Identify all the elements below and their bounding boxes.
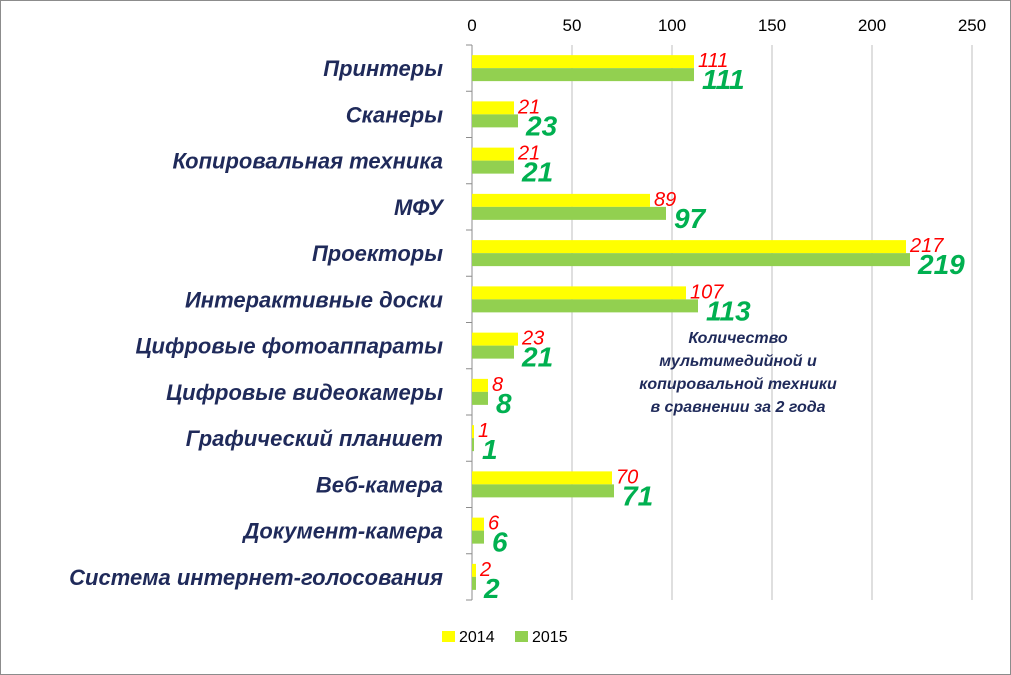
bar-2014 <box>472 147 514 161</box>
gridlines <box>571 45 973 600</box>
category-label: Документ-камера <box>241 519 443 544</box>
data-label-2015: 21 <box>521 157 553 188</box>
bar-2014 <box>472 332 518 346</box>
bar-2015 <box>472 345 514 359</box>
data-label-2014: 107 <box>690 281 724 303</box>
data-label-2014: 23 <box>521 328 544 350</box>
annotation-line: мультимедийной и <box>659 353 817 370</box>
data-label-2015: 21 <box>521 342 553 373</box>
bars <box>472 55 910 590</box>
bar-2015 <box>472 530 484 544</box>
x-tick-label: 50 <box>563 16 582 35</box>
category-label: Принтеры <box>323 56 443 81</box>
bar-2015 <box>472 160 514 174</box>
bar-2014 <box>472 240 906 254</box>
x-tick-label: 100 <box>658 16 686 35</box>
category-label: Проекторы <box>312 241 443 266</box>
bar-2014 <box>472 471 612 485</box>
bar-2014 <box>472 286 686 300</box>
category-label: Графический планшет <box>186 426 443 451</box>
legend-swatch-2014 <box>442 631 455 642</box>
bar-2015 <box>472 68 694 82</box>
category-label: Веб-камера <box>316 472 443 497</box>
bar-2015 <box>472 484 614 498</box>
category-label: Система интернет-голосования <box>69 565 443 590</box>
data-label-2015: 23 <box>525 110 558 141</box>
x-tick-label: 150 <box>758 16 786 35</box>
bar-2014 <box>472 193 650 207</box>
data-label-2015: 1 <box>482 434 498 465</box>
bar-2014 <box>472 378 488 392</box>
data-labels: 1111112123212189972172191071132321881170… <box>478 50 965 604</box>
legend: 2014 2015 <box>442 629 568 646</box>
bar-2014 <box>472 517 484 531</box>
data-label-2014: 89 <box>654 189 676 211</box>
bar-2015 <box>472 391 488 405</box>
x-tick-label: 250 <box>958 16 986 35</box>
annotation-line: в сравнении за 2 года <box>650 399 826 416</box>
bar-2015 <box>472 299 698 313</box>
category-labels: Принтеры Сканеры Копировальная техника МФУ П… <box>69 56 445 590</box>
category-label: Интерактивные доски <box>185 287 444 312</box>
legend-label-2014: 2014 <box>459 629 495 646</box>
category-label: МФУ <box>394 195 445 220</box>
category-label: Копировальная техника <box>172 149 443 174</box>
bar-2014 <box>472 55 694 69</box>
x-tick-label: 0 <box>467 16 476 35</box>
data-label-2015: 113 <box>706 295 751 326</box>
legend-label-2015: 2015 <box>532 629 568 646</box>
bar-2015 <box>472 114 518 128</box>
x-tick-label: 200 <box>858 16 886 35</box>
bar-2015 <box>472 576 476 590</box>
bar-2014 <box>472 425 474 439</box>
data-label-2014: 111 <box>698 50 728 72</box>
annotation-line: Количество <box>688 330 788 347</box>
legend-swatch-2015 <box>515 631 528 642</box>
bar-2015 <box>472 438 474 452</box>
category-label: Цифровые фотоаппараты <box>136 334 444 359</box>
category-label: Цифровые видеокамеры <box>166 380 443 405</box>
bar-2015 <box>472 206 666 220</box>
bar-2015 <box>472 253 910 267</box>
chart-annotation: Количество мультимедийной и копировально… <box>606 327 870 419</box>
data-label-2014: 1 <box>478 420 489 442</box>
data-label-2015: 71 <box>622 480 653 511</box>
category-label: Сканеры <box>346 102 444 127</box>
data-label-2015: 2 <box>483 573 500 604</box>
bar-2014 <box>472 101 514 115</box>
data-label-2014: 6 <box>488 513 500 535</box>
data-label-2015: 6 <box>492 527 508 558</box>
data-label-2014: 21 <box>517 96 540 118</box>
axes: 0 50 100 150 200 250 <box>466 16 986 601</box>
data-label-2014: 70 <box>616 466 638 488</box>
bar-2014 <box>472 563 476 577</box>
data-label-2015: 97 <box>674 203 707 234</box>
data-label-2015: 111 <box>702 64 745 95</box>
annotation-line: копировальной техники <box>639 376 837 393</box>
data-label-2015: 8 <box>496 388 512 419</box>
data-label-2014: 21 <box>517 143 540 165</box>
data-label-2015: 219 <box>917 249 965 280</box>
data-label-2014: 217 <box>909 235 944 257</box>
data-label-2014: 2 <box>479 559 491 581</box>
data-label-2014: 8 <box>492 374 503 396</box>
